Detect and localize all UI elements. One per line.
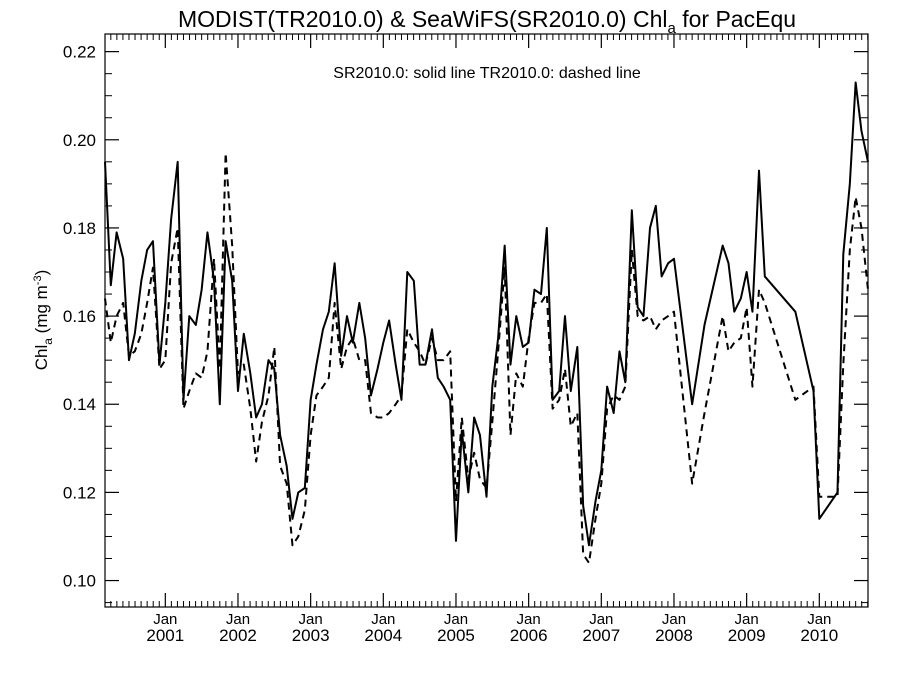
series-layer bbox=[104, 81, 869, 564]
y-axis-ticks: 0.10 0.12 0.14 0.16 0.18 0.20 0.22 bbox=[63, 43, 868, 604]
x-tick-year: 2006 bbox=[510, 626, 548, 645]
y-tick-label: 0.10 bbox=[63, 572, 96, 591]
solid-series-line bbox=[104, 81, 869, 547]
x-tick-year: 2001 bbox=[146, 626, 184, 645]
x-tick-year: 2005 bbox=[437, 626, 475, 645]
x-tick-month: Jan bbox=[226, 611, 250, 628]
y-tick-label: 0.22 bbox=[63, 43, 96, 62]
series-annotation: SR2010.0: solid line TR2010.0: dashed li… bbox=[333, 65, 641, 82]
x-tick-month: Jan bbox=[371, 611, 395, 628]
chart-title: MODIST(TR2010.0) & SeaWiFS(SR2010.0) Chl… bbox=[178, 6, 796, 37]
y-tick-label: 0.14 bbox=[63, 395, 96, 414]
x-tick-year: 2010 bbox=[800, 626, 838, 645]
x-tick-year: 2008 bbox=[655, 626, 693, 645]
x-axis-ticks: Jan2001Jan2002Jan2003Jan2004Jan2005Jan20… bbox=[110, 34, 869, 645]
x-tick-month: Jan bbox=[589, 611, 613, 628]
x-tick-month: Jan bbox=[807, 611, 831, 628]
x-tick-month: Jan bbox=[662, 611, 686, 628]
dashed-series-line bbox=[104, 152, 869, 564]
y-tick-label: 0.20 bbox=[63, 131, 96, 150]
y-tick-label: 0.16 bbox=[63, 307, 96, 326]
plot-frame bbox=[104, 33, 869, 608]
x-tick-month: Jan bbox=[735, 611, 759, 628]
y-tick-label: 0.18 bbox=[63, 219, 96, 238]
y-tick-label: 0.12 bbox=[63, 483, 96, 502]
x-tick-month: Jan bbox=[299, 611, 323, 628]
x-tick-year: 2007 bbox=[582, 626, 620, 645]
x-tick-month: Jan bbox=[517, 611, 541, 628]
x-tick-month: Jan bbox=[153, 611, 177, 628]
x-tick-year: 2002 bbox=[219, 626, 257, 645]
x-tick-month: Jan bbox=[444, 611, 468, 628]
x-tick-year: 2004 bbox=[364, 626, 402, 645]
x-tick-year: 2003 bbox=[292, 626, 330, 645]
y-axis-label: Chla (mg m-3) bbox=[32, 270, 55, 371]
x-tick-year: 2009 bbox=[728, 626, 766, 645]
